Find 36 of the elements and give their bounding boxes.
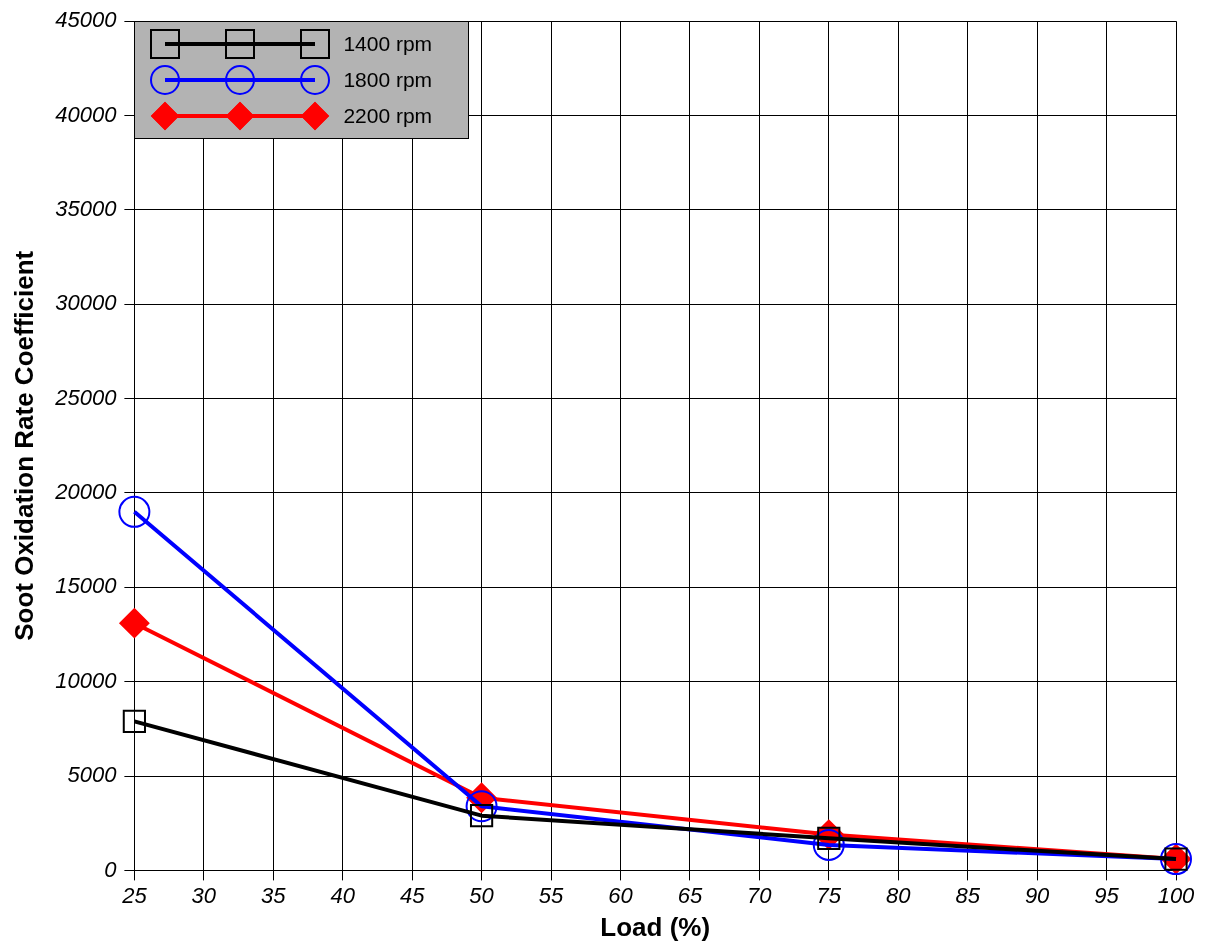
y-tick-label: 5000: [67, 762, 118, 788]
y-tick-label: 10000: [55, 667, 118, 693]
point: [119, 608, 150, 639]
x-tick-label: 60: [608, 882, 634, 908]
legend-label: 2200 rpm: [343, 104, 433, 129]
x-tick-label: 55: [538, 882, 565, 908]
point: [812, 828, 845, 861]
legend-label: 1800 rpm: [343, 68, 433, 93]
x-tick-label: 90: [1024, 882, 1051, 908]
y-tick-label: 45000: [55, 7, 118, 33]
x-tick-label: 85: [955, 882, 981, 908]
x-tick-label: 75: [816, 882, 842, 908]
y-tick-label: 35000: [55, 196, 118, 222]
y-axis-title: Soot Oxidation Rate Coefficient: [8, 250, 39, 641]
x-tick-label: 35: [261, 882, 287, 908]
x-tick-label: 50: [469, 882, 495, 908]
y-tick-label: 25000: [54, 384, 118, 410]
y-tick-label: 0: [104, 856, 118, 882]
x-tick-label: 100: [1157, 882, 1196, 908]
legend-label: 1400 rpm: [343, 32, 433, 57]
x-tick-label: 30: [191, 882, 217, 908]
x-tick-label: 80: [885, 882, 912, 908]
x-tick-label: 45: [399, 882, 426, 908]
x-tick-label: 25: [121, 882, 148, 908]
y-tick-label: 30000: [55, 290, 118, 316]
y-tick-label: 40000: [55, 101, 118, 127]
x-tick-label: 40: [330, 882, 356, 908]
point: [122, 709, 146, 733]
y-tick-label: 20000: [54, 479, 118, 505]
point: [465, 790, 498, 823]
x-tick-label: 95: [1094, 882, 1120, 908]
x-tick-label: 70: [747, 882, 773, 908]
point: [118, 495, 151, 528]
x-tick-label: 65: [677, 882, 703, 908]
x-axis-title: Load (%): [600, 911, 711, 942]
y-tick-label: 15000: [55, 573, 118, 599]
